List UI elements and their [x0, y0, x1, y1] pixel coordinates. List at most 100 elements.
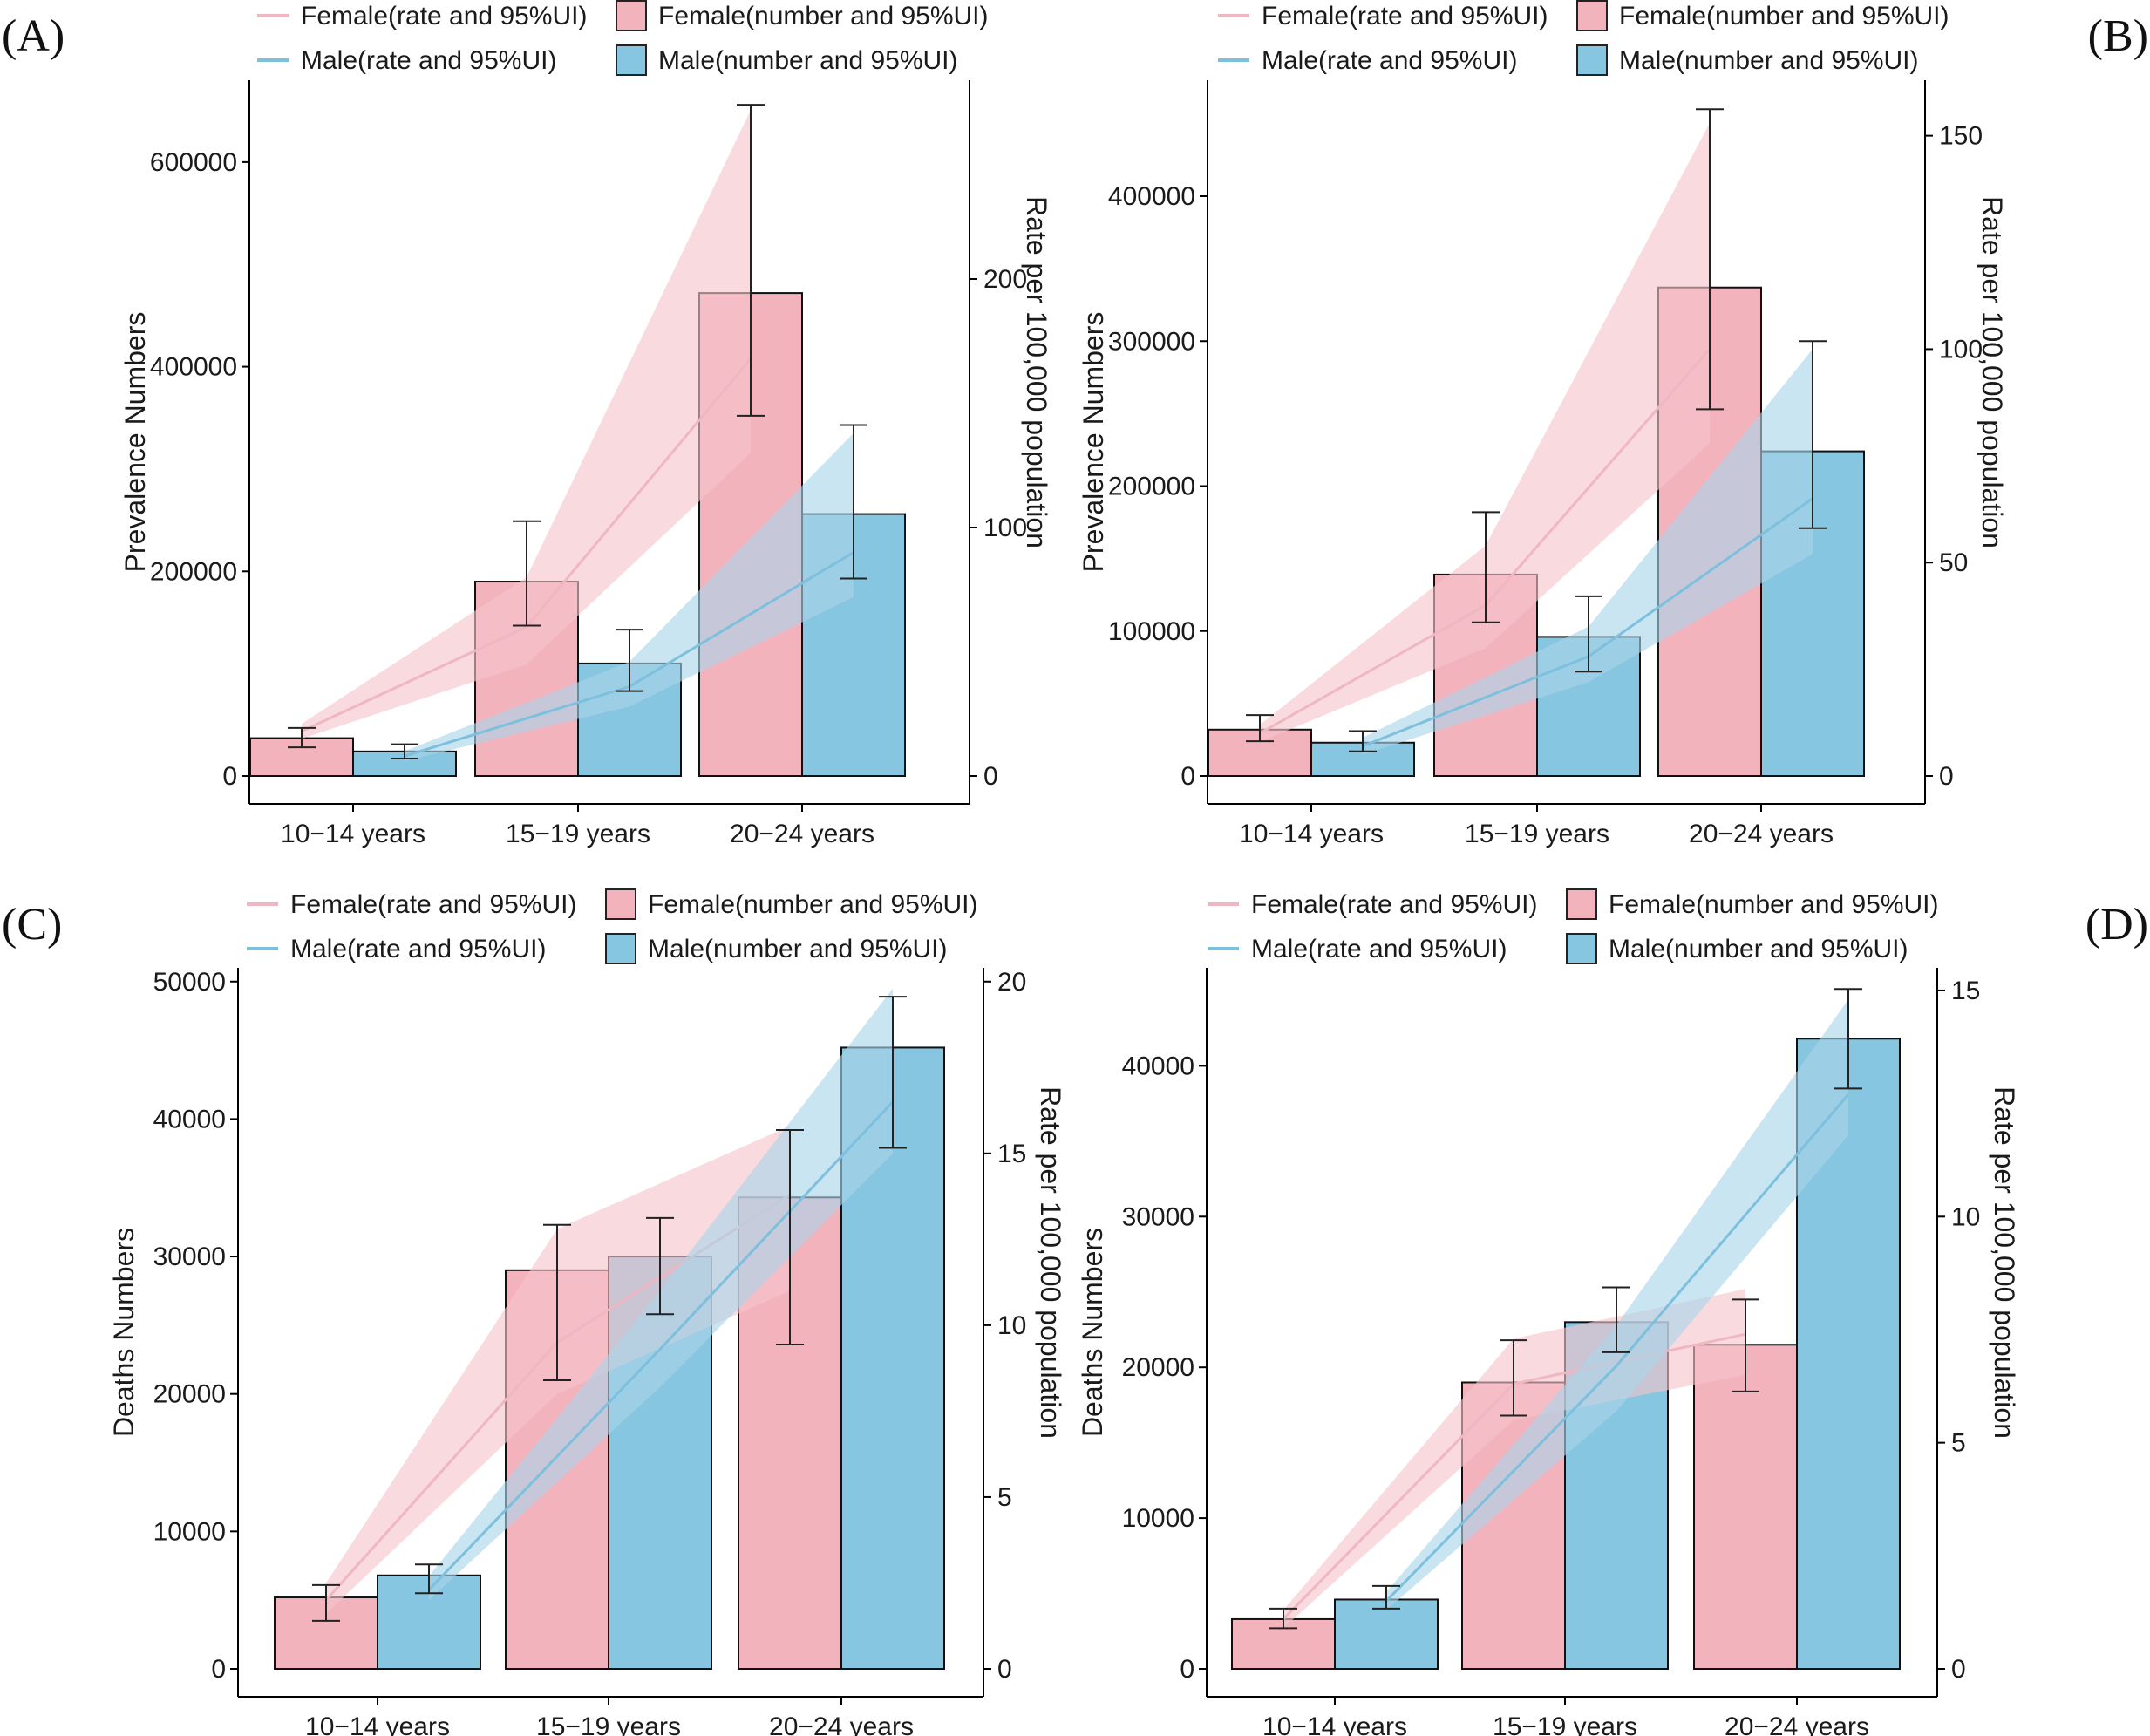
y2-tick-label: 50 — [1939, 548, 1968, 577]
error-bar-female-1 — [543, 1223, 571, 1381]
y2-tick-label: 150 — [1939, 122, 1983, 151]
legend-male-number-swatch — [605, 933, 636, 964]
y-axis-title: Deaths Numbers — [1077, 1228, 1108, 1437]
error-bar-male-2 — [1834, 988, 1862, 1090]
legend-female-number-label: Female(number and 95%UI) — [658, 2, 989, 31]
error-bars — [288, 104, 867, 760]
y-tick-label: 40000 — [153, 1105, 226, 1134]
x-tick-label: 10−14 years — [1262, 1712, 1407, 1736]
legend-male-number-swatch — [1566, 933, 1597, 964]
y2-tick-label: 100 — [1939, 335, 1983, 364]
error-bar-female-0 — [288, 726, 316, 749]
legend-female-number-label: Female(number and 95%UI) — [648, 890, 978, 919]
legend-male-rate-label: Male(rate and 95%UI) — [290, 935, 546, 963]
y2-tick-label: 0 — [983, 762, 998, 791]
y-axis-title: Prevalence Numbers — [1078, 312, 1109, 573]
error-bar-female-1 — [1500, 1339, 1527, 1417]
legend: Female(rate and 95%UI) Male(rate and 95%U… — [257, 0, 989, 76]
y2-axis-title: Rate per 100,000 population — [1989, 1086, 2020, 1439]
x-tick-label: 20−24 years — [1725, 1712, 1869, 1736]
error-bar-female-1 — [1472, 511, 1500, 623]
x-tick-label: 15−19 years — [536, 1712, 681, 1736]
legend-male-rate-label: Male(rate and 95%UI) — [1251, 935, 1507, 963]
y2-tick-label: 100 — [983, 514, 1027, 542]
y-tick-label: 400000 — [150, 353, 237, 382]
x-tick-label: 10−14 years — [1239, 820, 1384, 848]
panel-d: (D) Female(rate and 95%UI) Male(rate and 9… — [1077, 888, 2148, 1736]
x-tick-label: 10−14 years — [281, 820, 425, 848]
y2-tick-label: 15 — [1951, 977, 1980, 1005]
y2-axis-title: Rate per 100,000 population — [1021, 196, 1052, 548]
y2-tick-label: 200 — [983, 265, 1027, 294]
axes: 0 200000 400000 600000 0 100 200 10−14 years 15−… — [119, 80, 1052, 848]
error-bar-female-2 — [1732, 1298, 1759, 1392]
y-axis-title: Prevalence Numbers — [119, 312, 151, 573]
panel-label: (A) — [2, 11, 65, 61]
legend-female-number-swatch — [1576, 0, 1608, 31]
y2-tick-label: 0 — [1939, 762, 1954, 791]
axes: 0 100000 200000 300000 400000 0 50 100 150 10−14 … — [1078, 80, 2008, 848]
legend-male-number-swatch — [1576, 44, 1608, 76]
y-tick-label: 10000 — [153, 1517, 226, 1546]
y-tick-label: 0 — [222, 762, 237, 791]
legend-female-rate-label: Female(rate and 95%UI) — [1251, 890, 1537, 919]
rate-band-male — [1386, 999, 1848, 1610]
rate-band-male — [1363, 349, 1813, 755]
axes: 0 10000 20000 30000 40000 50000 0 5 10 15 20 10−14 … — [108, 968, 1066, 1736]
legend-female-number-label: Female(number and 95%UI) — [1619, 2, 1949, 31]
error-bar-male-2 — [1799, 340, 1827, 529]
y-tick-label: 0 — [1180, 762, 1195, 791]
y2-axis-title: Rate per 100,000 population — [1035, 1086, 1066, 1439]
y-tick-label: 50000 — [153, 968, 226, 997]
x-tick-label: 10−14 years — [305, 1712, 450, 1736]
legend-male-number-label: Male(number and 95%UI) — [648, 935, 948, 963]
bar-female-2 — [1693, 1344, 1798, 1670]
y-tick-label: 400000 — [1108, 182, 1195, 211]
y-tick-label: 600000 — [150, 148, 237, 177]
y-tick-label: 40000 — [1122, 1052, 1194, 1080]
y2-tick-label: 0 — [1951, 1655, 1966, 1684]
error-bar-female-1 — [513, 520, 541, 627]
legend-female-number-swatch — [616, 0, 647, 31]
rate-line-male — [427, 1100, 895, 1591]
y2-tick-label: 5 — [997, 1483, 1012, 1512]
y-tick-label: 20000 — [153, 1380, 226, 1409]
error-bar-male-0 — [1372, 1584, 1400, 1610]
panel-a: (A) Female(rate and 95%UI) Male(rate and 9… — [2, 0, 1052, 848]
error-bar-male-1 — [1602, 1286, 1630, 1353]
legend-female-number-swatch — [1566, 888, 1597, 920]
panel-label: (B) — [2088, 11, 2148, 61]
y2-tick-label: 20 — [997, 968, 1026, 997]
y-tick-label: 200000 — [150, 557, 237, 586]
y-tick-label: 30000 — [153, 1242, 226, 1271]
rate-line-female — [301, 357, 752, 733]
legend-female-rate-label: Female(rate and 95%UI) — [290, 890, 576, 919]
y-tick-label: 0 — [1180, 1655, 1194, 1684]
legend: Female(rate and 95%UI) Male(rate and 95%U… — [1208, 888, 1939, 964]
error-bar-male-2 — [840, 424, 867, 580]
error-bars — [312, 996, 907, 1622]
x-tick-label: 20−24 years — [1689, 820, 1834, 848]
legend-male-number-swatch — [616, 44, 647, 76]
error-bar-male-1 — [646, 1216, 674, 1316]
x-tick-label: 20−24 years — [730, 820, 874, 848]
error-bar-male-0 — [415, 1563, 443, 1595]
x-tick-label: 15−19 years — [1493, 1712, 1637, 1736]
error-bar-female-0 — [312, 1583, 340, 1622]
legend-male-number-label: Male(number and 95%UI) — [1609, 935, 1908, 963]
legend-male-number-label: Male(number and 95%UI) — [658, 46, 958, 75]
error-bar-female-0 — [1246, 714, 1274, 743]
x-tick-label: 20−24 years — [769, 1712, 914, 1736]
y-axis-title: Deaths Numbers — [108, 1228, 139, 1437]
rate-band-male — [405, 432, 854, 761]
legend-male-rate-label: Male(rate and 95%UI) — [1262, 46, 1517, 75]
error-bar-male-1 — [1575, 595, 1602, 673]
panel-b: (B) Female(rate and 95%UI) Male(rate and 9… — [1078, 0, 2148, 848]
y2-tick-label: 5 — [1951, 1429, 1966, 1458]
axes: 0 10000 20000 30000 40000 0 5 10 15 10−14 years 15… — [1077, 968, 2020, 1736]
legend-female-rate-label: Female(rate and 95%UI) — [301, 2, 587, 31]
y-tick-label: 200000 — [1108, 473, 1195, 501]
error-bars — [1269, 988, 1862, 1630]
legend: Female(rate and 95%UI) Male(rate and 95%U… — [1218, 0, 1949, 76]
y-tick-label: 30000 — [1122, 1202, 1194, 1231]
